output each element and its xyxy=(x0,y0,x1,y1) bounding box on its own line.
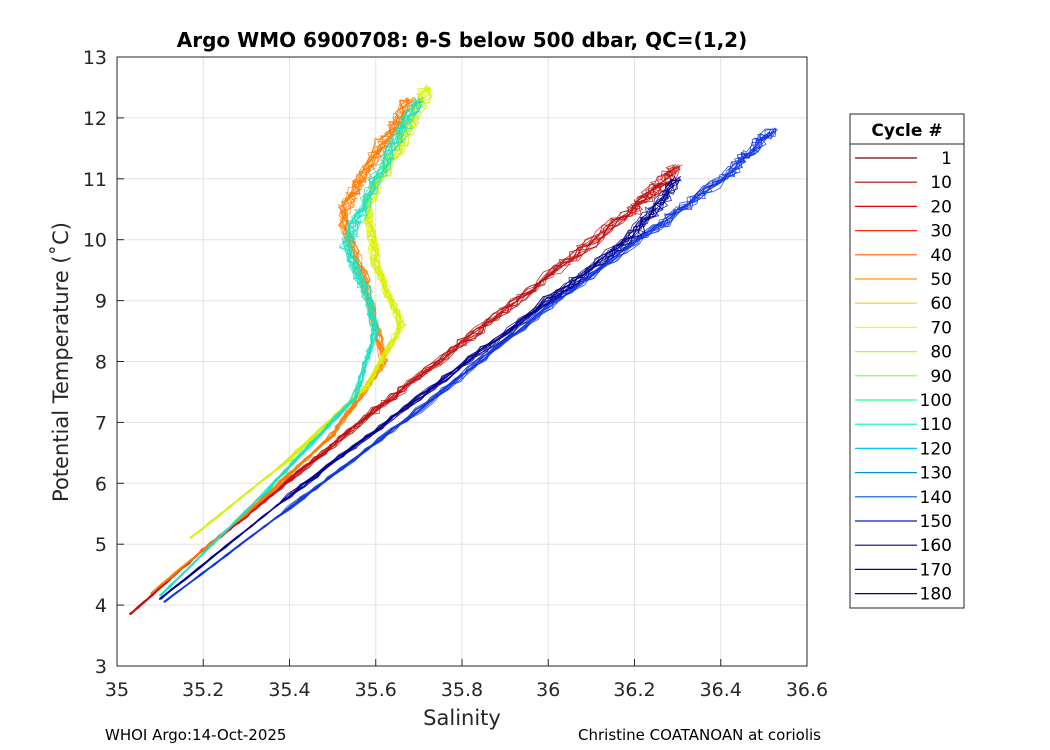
chart-title: Argo WMO 6900708: θ-S below 500 dbar, QC… xyxy=(177,28,747,52)
legend-label: 180 xyxy=(920,585,952,605)
legend: Cycle # 11020304050607080901001101201301… xyxy=(849,113,965,609)
legend-label: 150 xyxy=(920,512,952,532)
legend-label: 130 xyxy=(920,464,952,484)
x-tick-label: 36.4 xyxy=(700,679,742,701)
profile-line xyxy=(159,100,424,597)
x-tick-label: 35.6 xyxy=(355,679,397,701)
x-tick-label: 36 xyxy=(536,679,560,701)
legend-label: 170 xyxy=(920,560,952,580)
footer-left: WHOI Argo:14-Oct-2025 xyxy=(105,726,287,744)
profile-line xyxy=(159,177,681,601)
y-tick-label: 12 xyxy=(83,108,107,130)
profile-line xyxy=(159,97,422,597)
profile-line xyxy=(159,96,420,596)
legend-label: 60 xyxy=(930,294,952,314)
profile-line xyxy=(189,88,433,539)
profile-line xyxy=(165,131,770,603)
profile-line xyxy=(152,101,414,594)
legend-label: 30 xyxy=(930,222,952,242)
legend-box xyxy=(849,113,965,609)
series-150-180 xyxy=(158,175,682,601)
legend-label: 1 xyxy=(941,149,952,169)
legend-label: 80 xyxy=(930,343,952,363)
legend-label: 120 xyxy=(920,439,952,459)
legend-label: 160 xyxy=(920,536,952,556)
x-tick-label: 35.8 xyxy=(441,679,483,701)
x-tick-labels: 35 35.2 35.4 35.6 35.8 36 36.2 36.4 36.6 xyxy=(105,679,828,701)
y-tick-label: 13 xyxy=(83,47,107,69)
legend-label: 90 xyxy=(930,367,952,387)
profile-line xyxy=(160,99,419,597)
legend-label: 40 xyxy=(930,246,952,266)
x-tick-label: 35.2 xyxy=(182,679,224,701)
legend-items: 1102030405060708090100110120130140150160… xyxy=(855,149,952,605)
legend-label: 70 xyxy=(930,318,952,338)
y-tick-label: 4 xyxy=(95,595,107,617)
x-tick-label: 36.2 xyxy=(613,679,655,701)
profile-line xyxy=(164,131,773,603)
profile-line xyxy=(190,87,430,538)
profile-line xyxy=(160,97,419,597)
profile-line xyxy=(164,128,777,603)
profile-line xyxy=(160,178,675,600)
footer-right: Christine COATANOAN at coriolis xyxy=(578,726,821,744)
y-tick-labels: 3 4 5 6 7 8 9 10 11 12 13 xyxy=(83,47,107,678)
legend-title: Cycle # xyxy=(871,121,942,141)
series-90-120 xyxy=(159,96,425,597)
y-axis-label: Potential Temperature (˚C) xyxy=(49,222,73,502)
y-tick-label: 5 xyxy=(95,534,107,556)
y-tick-label: 9 xyxy=(95,291,107,313)
x-tick-label: 36.6 xyxy=(786,679,828,701)
y-tick-label: 11 xyxy=(83,169,107,191)
x-tick-label: 35 xyxy=(105,679,129,701)
y-tick-label: 10 xyxy=(83,230,107,252)
legend-label: 20 xyxy=(930,197,952,217)
legend-label: 50 xyxy=(930,270,952,290)
series-lines xyxy=(128,84,778,616)
y-tick-label: 7 xyxy=(95,412,107,434)
axes-box xyxy=(116,56,808,667)
y-tick-label: 8 xyxy=(95,352,107,374)
legend-label: 100 xyxy=(920,391,952,411)
legend-label: 140 xyxy=(920,488,952,508)
x-tick-label: 35.4 xyxy=(268,679,310,701)
y-tick-label: 6 xyxy=(95,473,107,495)
y-tick-label: 3 xyxy=(95,656,107,678)
legend-label: 110 xyxy=(920,415,952,435)
x-axis-label: Salinity xyxy=(423,706,501,730)
legend-label: 10 xyxy=(930,173,952,193)
